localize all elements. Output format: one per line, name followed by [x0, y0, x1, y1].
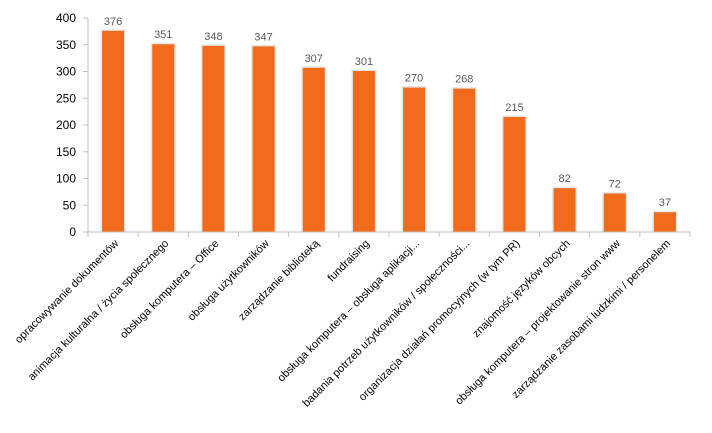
x-tick-label: fundraising	[325, 238, 372, 285]
bar	[302, 67, 325, 232]
bars	[100, 29, 678, 233]
bar	[553, 188, 576, 232]
data-label: 301	[355, 56, 373, 68]
x-tick-label: obsługa użytkowników	[186, 238, 272, 324]
bar	[603, 193, 626, 232]
y-tick-label: 350	[56, 38, 76, 52]
y-tick-label: 200	[56, 118, 76, 132]
bar	[653, 212, 676, 232]
y-tick-label: 300	[56, 65, 76, 79]
data-label: 268	[455, 74, 473, 86]
data-label: 82	[558, 173, 570, 185]
x-tick-label: badania potrzeb użytkowników / społeczno…	[300, 238, 472, 410]
y-tick-label: 0	[69, 225, 76, 239]
bar	[503, 116, 526, 232]
bar	[453, 88, 476, 233]
x-tick-label: obsługa komputera – Office	[118, 238, 221, 341]
data-label: 37	[659, 197, 671, 209]
y-tick-label: 250	[56, 91, 76, 105]
data-label: 348	[204, 31, 222, 43]
x-tick-label: opracowywanie dokumentów	[13, 238, 121, 346]
bar	[403, 87, 426, 232]
data-labels: 376 351 348 347 307 301 270 268 215 82 72 37	[104, 16, 671, 209]
y-tick-label: 50	[63, 198, 77, 212]
data-label: 215	[505, 102, 523, 114]
bar	[352, 70, 375, 232]
y-tick-label: 150	[56, 145, 76, 159]
bar	[202, 45, 225, 232]
bar	[252, 46, 275, 233]
data-label: 351	[154, 29, 172, 41]
axes	[87, 18, 691, 237]
y-axis-ticks: 0 50 100 150 200 250 300 350 400	[56, 11, 88, 239]
data-label: 270	[405, 73, 423, 85]
x-tick-label: zarządzanie biblioteką	[236, 237, 322, 323]
bar	[102, 30, 125, 233]
data-label: 376	[104, 16, 122, 28]
data-label: 347	[254, 31, 272, 43]
x-tick-label: znajomość języków obcych	[470, 238, 572, 340]
y-tick-label: 100	[56, 172, 76, 186]
bar	[152, 44, 175, 233]
data-label: 307	[305, 53, 323, 65]
data-label: 72	[609, 178, 621, 190]
y-tick-label: 400	[56, 11, 76, 25]
